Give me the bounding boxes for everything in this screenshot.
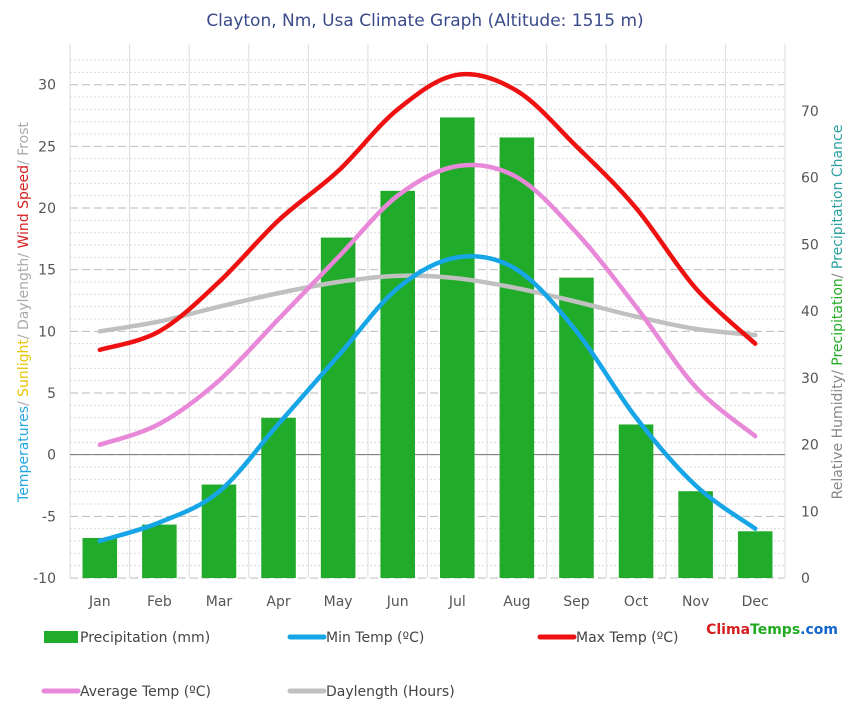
- x-tick-label-jan: Jan: [88, 594, 111, 610]
- left-axis-label: Temperatures/ Sunlight/ Daylength/ Wind …: [16, 122, 32, 503]
- legend-label: Precipitation (mm): [80, 630, 210, 646]
- legend-label: Min Temp (ºC): [326, 630, 424, 646]
- right-tick-label: 40: [801, 304, 819, 320]
- left-tick-label: 5: [47, 386, 56, 402]
- right-tick-label: 70: [801, 104, 819, 120]
- precipitation-bar-nov: [678, 491, 713, 578]
- x-tick-label-sep: Sep: [563, 594, 590, 610]
- axis-label-part: Precipitation: [830, 278, 846, 366]
- legend-label: Average Temp (ºC): [80, 684, 211, 700]
- precipitation-bar-jun: [380, 190, 415, 578]
- left-tick-label: -10: [33, 571, 56, 587]
- axis-label-part: Wind Speed: [16, 165, 32, 249]
- axis-label-part: Temps: [750, 622, 800, 638]
- precipitation-bar-sep: [559, 277, 594, 578]
- right-tick-label: 10: [801, 504, 819, 520]
- average-temp-c-line: [97, 162, 758, 448]
- left-tick-label: 15: [38, 263, 56, 279]
- legend: Precipitation (mm) Min Temp (ºC) Max Temp …: [41, 630, 678, 700]
- axis-label-part: / Frost: [16, 122, 32, 166]
- daylength-hours-line: [97, 273, 758, 338]
- legend-label: Daylength (Hours): [326, 684, 455, 700]
- x-tick-label-may: May: [324, 594, 353, 610]
- precipitation-bar-jul: [440, 117, 475, 579]
- left-tick-label: 25: [38, 139, 56, 155]
- axis-label-part: Clima: [706, 622, 750, 638]
- x-tick-label-nov: Nov: [682, 594, 709, 610]
- brand-watermark: ClimaTemps.com: [706, 622, 838, 638]
- left-tick-label: -5: [42, 509, 56, 525]
- x-tick-label-oct: Oct: [624, 594, 649, 610]
- axis-label-part: /: [16, 249, 32, 258]
- x-tick-label-feb: Feb: [147, 594, 172, 610]
- axes: -10 -5 0 5 10 15 20 25 30 0 10 20 30 40 50 60 70 Jan Feb Ma…: [33, 78, 819, 610]
- x-tick-label-aug: Aug: [503, 594, 530, 610]
- precipitation-bar-jan: [82, 537, 118, 578]
- axis-label-part: /: [830, 366, 846, 375]
- right-tick-label: 30: [801, 371, 819, 387]
- right-tick-label: 60: [801, 171, 819, 187]
- left-tick-label: 10: [38, 324, 56, 340]
- x-tick-label-jul: Jul: [448, 594, 466, 610]
- precipitation-bar-aug: [499, 137, 535, 578]
- precipitation-bar-may: [320, 237, 356, 578]
- axis-label-part: Precipitation Chance: [830, 125, 846, 269]
- temperature-lines: [97, 71, 758, 544]
- x-tick-label-dec: Dec: [742, 594, 769, 610]
- precipitation-bars: [82, 117, 773, 579]
- legend-label: Max Temp (ºC): [576, 630, 678, 646]
- max-temp-c-line: [97, 71, 758, 353]
- axis-label-part: Temperatures: [16, 406, 32, 503]
- axis-label-part: / Daylength: [16, 258, 32, 339]
- left-tick-label: 20: [38, 201, 56, 217]
- right-tick-label: 20: [801, 438, 819, 454]
- axis-label-part: /: [16, 397, 32, 406]
- axis-label-part: /: [830, 269, 846, 278]
- left-tick-label: 30: [38, 78, 56, 94]
- legend-swatch-precipitation: [44, 631, 78, 643]
- precipitation-bar-dec: [737, 531, 773, 578]
- chart-title: Clayton, Nm, Usa Climate Graph (Altitude…: [206, 11, 643, 31]
- grid-lines: [69, 44, 786, 579]
- axis-label-part: Sunlight: [16, 339, 32, 397]
- axis-label-part: Relative Humidity: [830, 375, 846, 499]
- precipitation-bar-apr: [261, 417, 296, 578]
- min-temp-c-line: [97, 253, 758, 544]
- precipitation-bar-feb: [142, 524, 177, 578]
- right-tick-label: 0: [801, 571, 810, 587]
- right-tick-label: 50: [801, 237, 819, 253]
- left-tick-label: 0: [47, 448, 56, 464]
- right-axis-label: Relative Humidity/ Precipitation/ Precip…: [830, 125, 846, 500]
- precipitation-bar-oct: [618, 424, 654, 578]
- x-tick-label-apr: Apr: [266, 594, 290, 610]
- x-tick-label-mar: Mar: [206, 594, 233, 610]
- axis-label-part: .com: [800, 622, 838, 638]
- x-tick-label-jun: Jun: [386, 594, 409, 610]
